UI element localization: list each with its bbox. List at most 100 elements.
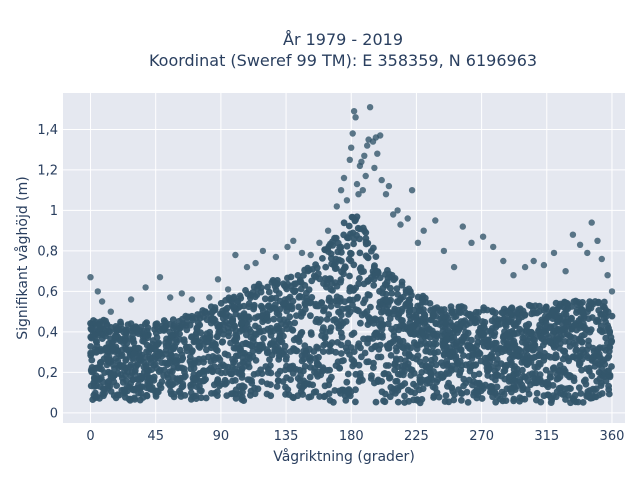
data-point <box>402 357 409 364</box>
data-point <box>346 156 353 163</box>
data-point <box>331 279 339 286</box>
data-point <box>372 398 380 406</box>
data-point <box>385 270 393 278</box>
data-point <box>355 191 362 198</box>
data-point <box>492 398 500 406</box>
data-point <box>264 317 272 324</box>
data-point <box>432 361 440 369</box>
data-point <box>352 398 359 406</box>
data-point <box>155 351 162 359</box>
data-point <box>119 378 127 386</box>
data-point <box>357 264 365 271</box>
data-point <box>556 361 564 369</box>
x-axis-label: Vågriktning (grader) <box>273 448 415 465</box>
data-point <box>441 398 449 405</box>
data-point <box>381 370 389 377</box>
data-point <box>409 322 417 330</box>
data-point <box>519 366 526 374</box>
data-point <box>415 307 423 315</box>
data-point <box>291 319 299 327</box>
data-point <box>585 302 593 309</box>
data-point <box>565 338 573 346</box>
data-point <box>438 374 446 381</box>
data-point <box>380 397 387 405</box>
data-point <box>506 373 513 380</box>
data-point <box>239 388 246 396</box>
data-point <box>188 348 196 356</box>
data-point <box>239 354 247 361</box>
data-point <box>607 333 615 341</box>
data-point <box>493 356 501 363</box>
data-point <box>139 337 147 345</box>
data-point <box>291 287 299 295</box>
data-point <box>97 359 104 367</box>
data-point <box>344 370 352 378</box>
data-point <box>307 393 315 400</box>
data-point <box>91 332 99 339</box>
data-point <box>156 381 164 389</box>
data-point <box>510 366 518 373</box>
data-point <box>325 348 333 355</box>
data-point <box>540 261 548 269</box>
data-point <box>522 346 530 354</box>
data-point <box>191 359 199 367</box>
data-point <box>207 303 215 311</box>
data-point <box>604 272 611 279</box>
data-point <box>319 364 327 372</box>
data-point <box>542 327 550 335</box>
data-point <box>388 290 396 297</box>
data-point <box>176 389 184 397</box>
data-point <box>107 308 115 315</box>
data-point <box>585 393 593 401</box>
data-point <box>203 316 211 324</box>
data-point <box>142 284 149 291</box>
data-point <box>236 362 244 369</box>
data-point <box>432 319 440 327</box>
data-point <box>222 319 230 326</box>
data-point <box>348 331 356 338</box>
data-point <box>536 376 544 383</box>
data-point <box>567 385 574 392</box>
data-point <box>458 396 465 404</box>
data-point <box>135 355 143 363</box>
data-point <box>413 355 420 363</box>
data-point <box>363 308 371 315</box>
data-point <box>127 363 135 371</box>
data-point <box>500 391 508 398</box>
data-point <box>197 329 205 337</box>
data-point <box>350 286 358 294</box>
data-point <box>290 237 297 244</box>
data-point <box>326 366 333 374</box>
data-point <box>301 363 309 370</box>
data-point <box>293 347 301 355</box>
data-point <box>124 321 132 328</box>
data-point <box>578 339 586 346</box>
data-point <box>586 328 594 336</box>
data-point <box>235 370 243 377</box>
data-point <box>170 390 178 398</box>
data-point <box>286 313 294 321</box>
data-point <box>404 215 411 222</box>
data-point <box>337 350 345 357</box>
data-point <box>343 347 351 355</box>
data-point <box>569 231 577 238</box>
data-point <box>279 300 287 307</box>
data-point <box>491 339 499 347</box>
data-point <box>420 227 427 234</box>
data-point <box>143 391 151 399</box>
data-point <box>170 321 178 328</box>
data-point <box>476 379 483 387</box>
data-point <box>391 275 399 282</box>
data-point <box>223 310 230 318</box>
data-point <box>273 322 281 330</box>
data-point <box>101 386 108 393</box>
data-point <box>254 370 262 377</box>
data-point <box>335 322 343 330</box>
data-point <box>218 338 226 346</box>
data-point <box>266 356 273 363</box>
data-point <box>224 286 232 293</box>
data-point <box>504 330 511 337</box>
data-point <box>451 308 459 316</box>
data-point <box>345 222 353 230</box>
data-point <box>450 396 458 404</box>
